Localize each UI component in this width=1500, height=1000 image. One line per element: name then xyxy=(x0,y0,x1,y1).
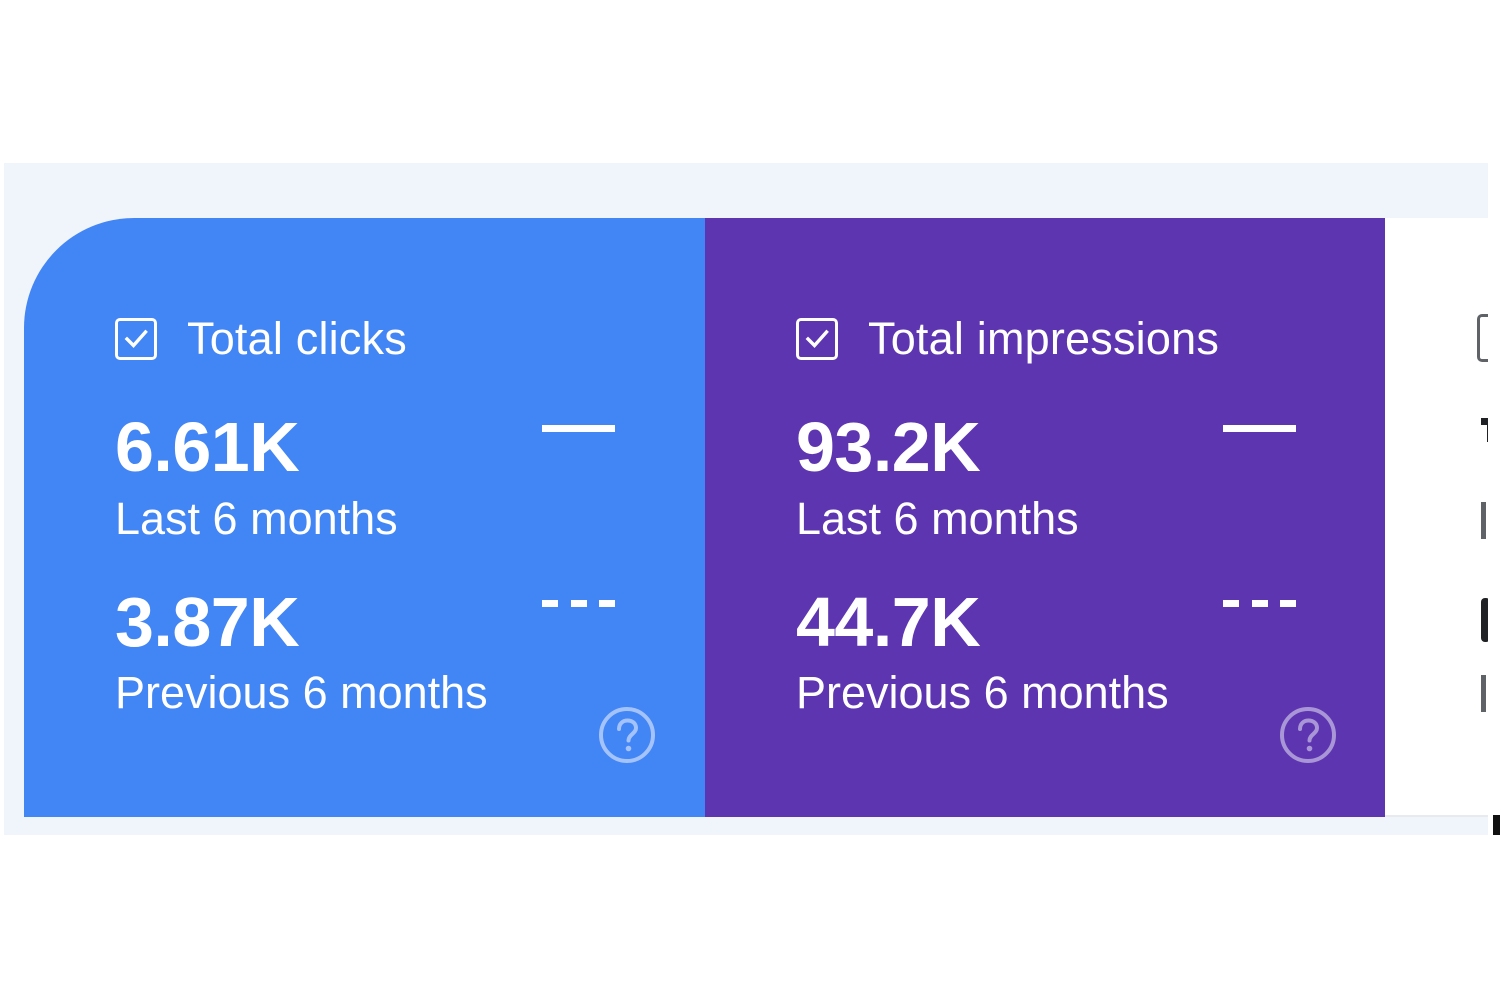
previous-period-label: Previous 6 months xyxy=(115,667,488,718)
clipped-value-text xyxy=(1481,418,1488,442)
card-header: Total clicks xyxy=(115,314,407,364)
previous-period-label: Previous 6 months xyxy=(796,667,1169,718)
clipped-edge-marker xyxy=(1493,815,1500,835)
clipped-label-text xyxy=(1481,502,1486,539)
checkbox-checked-icon[interactable] xyxy=(796,318,838,360)
help-circle-icon[interactable] xyxy=(1278,705,1338,765)
previous-value: 44.7K xyxy=(796,583,981,661)
dashed-line-legend-icon xyxy=(1223,600,1296,607)
card-title: Total impressions xyxy=(868,313,1220,364)
solid-line-legend-icon xyxy=(542,425,615,432)
checkbox-checked-icon[interactable] xyxy=(115,318,157,360)
partial-metric-card[interactable] xyxy=(1385,218,1488,817)
card-title: Total clicks xyxy=(187,313,407,364)
total-impressions-card[interactable]: Total impressions 93.2K Last 6 months 44… xyxy=(705,218,1385,817)
current-period-label: Last 6 months xyxy=(115,493,398,544)
clipped-value-text xyxy=(1481,598,1488,642)
current-value: 93.2K xyxy=(796,408,981,486)
previous-value: 3.87K xyxy=(115,583,300,661)
clipped-label-text xyxy=(1481,675,1486,712)
metric-cards-row: Total clicks 6.61K Last 6 months 3.87K P… xyxy=(24,218,1488,817)
current-period-label: Last 6 months xyxy=(796,493,1079,544)
solid-line-legend-icon xyxy=(1223,425,1296,432)
current-value: 6.61K xyxy=(115,408,300,486)
dashed-line-legend-icon xyxy=(542,600,615,607)
total-clicks-card[interactable]: Total clicks 6.61K Last 6 months 3.87K P… xyxy=(24,218,705,817)
checkbox-unchecked-icon[interactable] xyxy=(1477,314,1488,362)
help-circle-icon[interactable] xyxy=(597,705,657,765)
card-header: Total impressions xyxy=(796,314,1219,364)
